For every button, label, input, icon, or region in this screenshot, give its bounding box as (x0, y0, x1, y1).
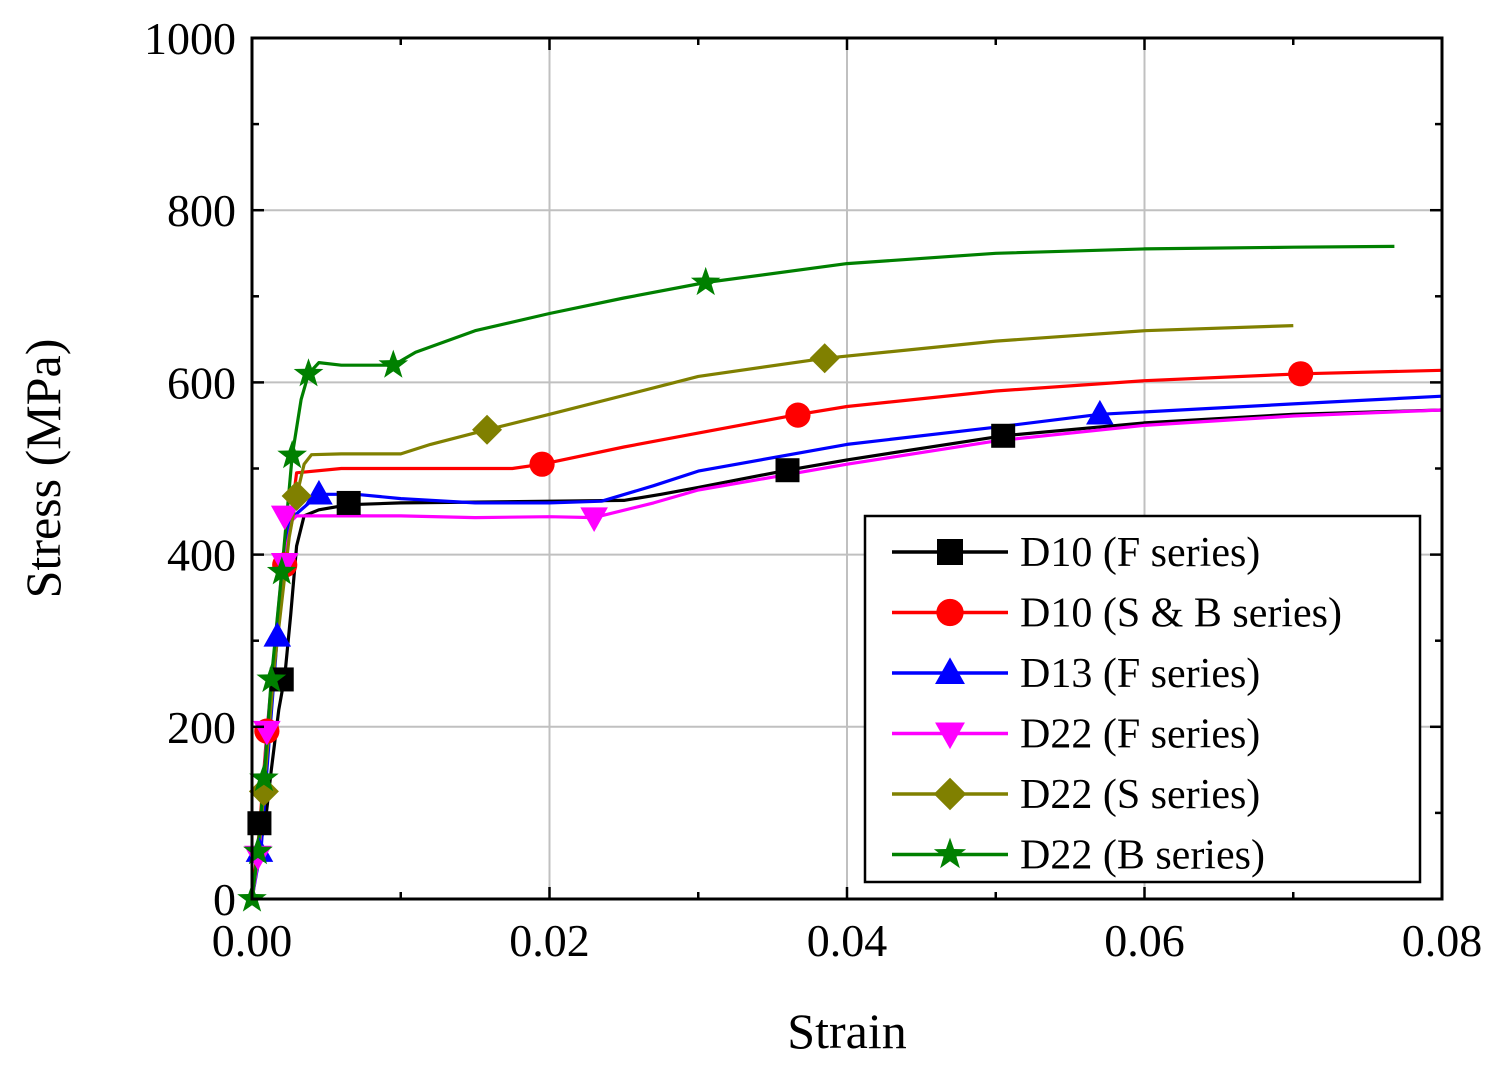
legend-marker (936, 598, 964, 627)
tick-labels: 0.00 0.02 0.04 0.06 0.08 0 200 400 600 800 1000 (144, 13, 1482, 966)
y-tick-label: 800 (167, 185, 236, 236)
data-point (277, 440, 307, 469)
legend-marker (933, 837, 967, 869)
legend-label: D10 (S & B series) (1020, 591, 1342, 637)
y-tick-label: 200 (167, 702, 236, 753)
data-point (336, 490, 361, 515)
grid-lines (252, 38, 1442, 899)
data-point (580, 507, 608, 532)
data-point (263, 621, 292, 647)
data-point (775, 458, 800, 483)
legend-label: D22 (F series) (1020, 712, 1260, 758)
axis-ticks (250, 36, 1444, 901)
legend-label: D10 (F series) (1020, 530, 1260, 576)
y-tick-label: 0 (213, 874, 236, 925)
y-tick-label: 400 (167, 530, 236, 581)
legend-marker (937, 539, 963, 565)
data-point (378, 349, 409, 378)
legend-label: D22 (S series) (1020, 772, 1260, 818)
x-tick-label: 0.00 (212, 915, 293, 966)
data-point (249, 762, 279, 792)
data-point (256, 663, 287, 693)
x-tick-label: 0.08 (1402, 915, 1483, 966)
data-point (305, 479, 333, 505)
legend-label: D22 (B series) (1020, 833, 1265, 879)
data-point (248, 776, 279, 807)
data-point (785, 402, 811, 428)
data-point (1086, 399, 1114, 425)
y-tick-label: 600 (167, 357, 236, 408)
data-point (281, 481, 312, 512)
data-point (266, 556, 297, 585)
data-point (991, 423, 1016, 448)
legend: D10 (F series) D10 (S & B series) D13 (F s… (863, 514, 1422, 884)
data-point (270, 505, 299, 531)
data-point (472, 414, 503, 445)
legend-marker (935, 657, 965, 685)
data-point (243, 836, 273, 865)
legend-marker (935, 722, 965, 750)
data-point (690, 266, 721, 296)
data-point (529, 451, 555, 477)
legend-box (863, 514, 1422, 884)
x-tick-label: 0.02 (509, 915, 590, 966)
data-point (1288, 361, 1314, 387)
y-tick-label: 1000 (144, 13, 236, 64)
data-point (809, 343, 840, 374)
x-tick-label: 0.06 (1104, 915, 1185, 966)
data-point (293, 358, 324, 387)
x-axis-title: Strain (787, 1003, 906, 1059)
legend-label: D13 (F series) (1020, 651, 1260, 697)
y-axis-title: Stress (MPa) (15, 339, 71, 599)
x-tick-label: 0.04 (807, 915, 888, 966)
legend-marker (933, 777, 967, 811)
